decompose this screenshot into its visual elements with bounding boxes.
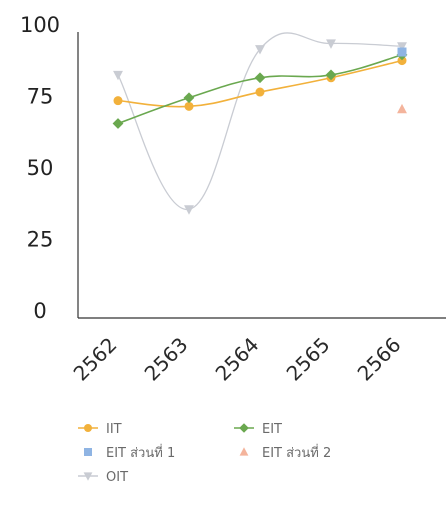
legend-item: EIT — [234, 422, 282, 437]
series-markers — [113, 39, 408, 214]
data-point — [184, 92, 195, 103]
data-point — [113, 71, 123, 80]
data-point — [255, 72, 266, 83]
y-tick-label: 100 — [20, 13, 60, 37]
legend-marker — [240, 447, 249, 455]
chart-legend: IIT EIT EIT ส่วนที่ 1 EIT ส่วนที่ 2 OIT — [78, 422, 331, 485]
legend-item: EIT ส่วนที่ 2 — [240, 444, 332, 461]
series-line — [118, 33, 402, 210]
legend-label: EIT — [262, 422, 282, 437]
y-tick-label: 25 — [27, 228, 54, 252]
data-point — [114, 96, 123, 105]
data-point — [113, 118, 124, 129]
x-tick-label: 2562 — [69, 333, 122, 386]
y-tick-label: 50 — [27, 156, 54, 180]
data-point — [185, 102, 194, 111]
x-tick-label: 2563 — [140, 333, 193, 386]
x-tick-label: 2565 — [282, 333, 335, 386]
legend-label: EIT ส่วนที่ 1 — [106, 444, 175, 461]
data-point — [397, 104, 407, 113]
series-lines — [118, 33, 402, 210]
legend-marker — [84, 448, 92, 456]
x-tick-label: 2564 — [211, 333, 264, 386]
legend-item: IIT — [78, 422, 122, 437]
legend-marker — [84, 424, 92, 432]
legend-label: OIT — [106, 470, 128, 485]
y-tick-label: 75 — [27, 85, 54, 109]
x-axis-ticks: 2562 2563 2564 2565 2566 — [69, 333, 406, 386]
legend-label: EIT ส่วนที่ 2 — [262, 444, 331, 461]
y-tick-label: 0 — [33, 299, 46, 323]
legend-label: IIT — [106, 422, 122, 437]
data-point — [256, 88, 265, 97]
data-point — [398, 48, 407, 57]
legend-item: OIT — [78, 470, 128, 485]
legend-marker — [239, 423, 249, 433]
x-tick-label: 2566 — [353, 333, 406, 386]
y-axis-ticks: 0 25 50 75 100 — [20, 13, 60, 323]
legend-item: EIT ส่วนที่ 1 — [84, 444, 175, 461]
data-point — [326, 39, 336, 48]
